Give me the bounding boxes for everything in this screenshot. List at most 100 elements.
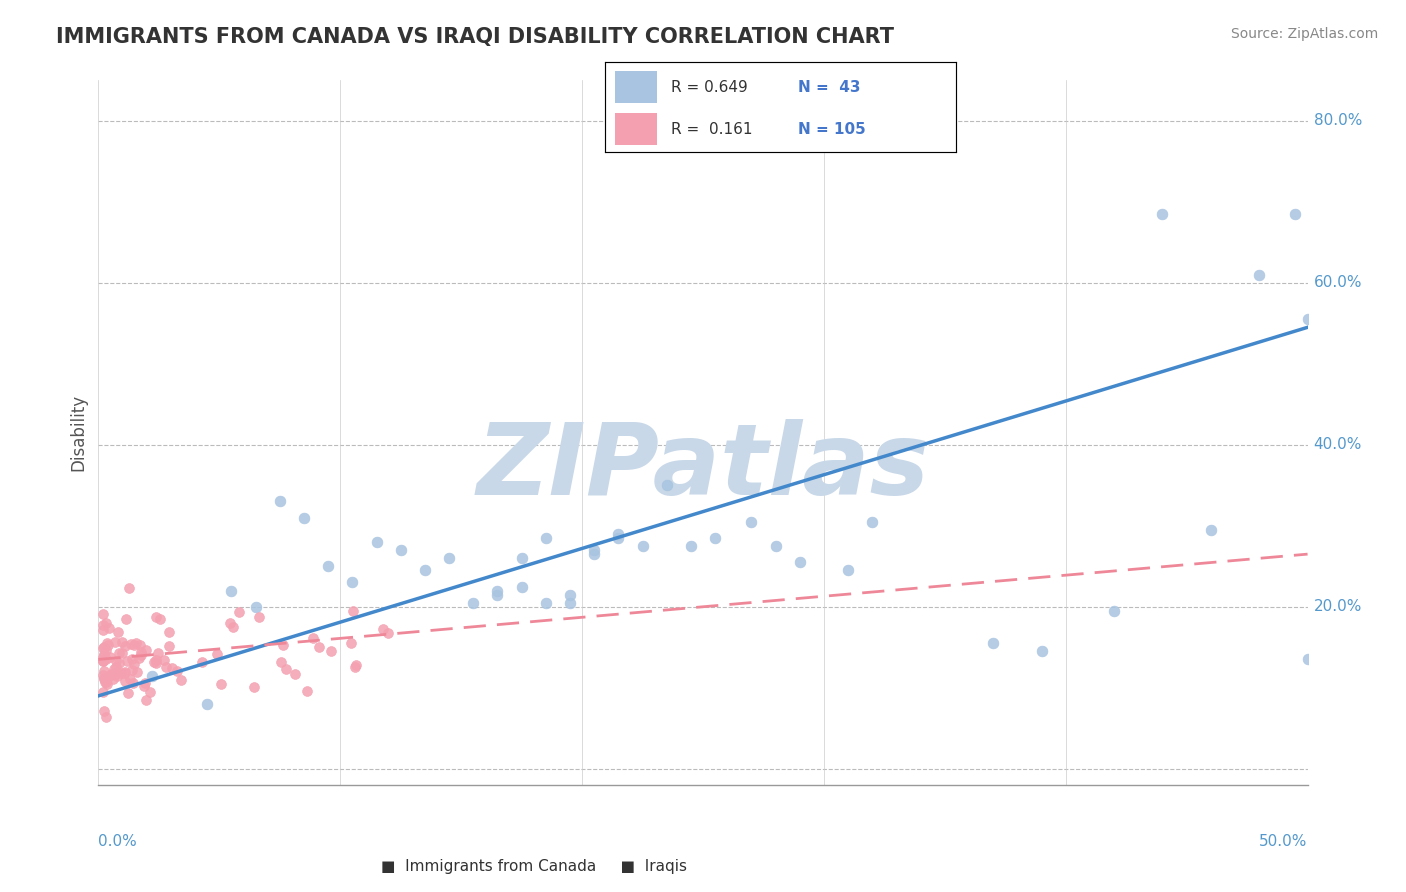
Point <box>118 672 141 686</box>
Point <box>93 650 115 665</box>
Point <box>245 599 267 614</box>
Point <box>128 638 150 652</box>
Point <box>94 675 117 690</box>
Point <box>1284 207 1306 221</box>
Point <box>1249 268 1271 282</box>
Point <box>105 660 128 674</box>
Point <box>209 677 232 691</box>
Point <box>273 638 295 652</box>
Point <box>94 616 117 631</box>
Point <box>1296 652 1319 666</box>
Point <box>125 636 148 650</box>
Point <box>342 604 364 618</box>
Point <box>122 675 145 690</box>
Point <box>114 674 136 689</box>
Point <box>510 551 533 566</box>
Point <box>129 645 152 659</box>
Point <box>121 651 143 665</box>
Point <box>366 535 388 549</box>
Point <box>111 646 134 660</box>
Point <box>134 676 156 690</box>
Point <box>486 583 509 598</box>
Point <box>139 685 162 699</box>
Point <box>97 669 120 683</box>
Point <box>94 643 117 657</box>
Point <box>97 621 120 635</box>
Point <box>486 588 509 602</box>
Point <box>112 665 135 680</box>
Point <box>166 664 188 678</box>
Point <box>115 654 138 668</box>
Point <box>96 710 118 724</box>
Point <box>157 639 180 653</box>
Point <box>94 652 117 666</box>
Point <box>740 515 762 529</box>
Point <box>583 543 606 558</box>
Point <box>91 607 114 621</box>
Point <box>789 555 811 569</box>
Point <box>108 656 131 670</box>
Point <box>655 478 678 492</box>
Point <box>110 665 132 680</box>
Point <box>98 650 121 665</box>
Point <box>191 656 214 670</box>
Point <box>125 665 148 679</box>
Point <box>704 531 727 545</box>
Point <box>631 539 654 553</box>
Point <box>218 615 240 630</box>
Point <box>128 650 150 665</box>
Text: 0.0%: 0.0% <box>98 834 138 849</box>
Text: N = 105: N = 105 <box>799 122 866 136</box>
Point <box>222 620 245 634</box>
Point <box>101 672 124 686</box>
Point <box>340 636 363 650</box>
Point <box>157 624 180 639</box>
Text: 60.0%: 60.0% <box>1313 276 1362 290</box>
FancyBboxPatch shape <box>616 71 658 103</box>
Point <box>91 653 114 667</box>
Point <box>837 563 859 577</box>
Point <box>91 640 114 655</box>
Point <box>129 648 152 663</box>
Text: ZIPatlas: ZIPatlas <box>477 419 929 516</box>
Text: Source: ZipAtlas.com: Source: ZipAtlas.com <box>1230 27 1378 41</box>
Point <box>343 660 366 674</box>
Point <box>148 646 170 660</box>
Point <box>1031 644 1053 658</box>
Text: 20.0%: 20.0% <box>1313 599 1362 615</box>
FancyBboxPatch shape <box>616 113 658 145</box>
Point <box>100 666 122 681</box>
Point <box>103 662 125 676</box>
Point <box>276 662 298 676</box>
Point <box>1102 604 1125 618</box>
Point <box>107 625 129 640</box>
Point <box>121 663 143 677</box>
Point <box>344 658 367 673</box>
Point <box>118 581 141 595</box>
Point <box>295 683 318 698</box>
Point <box>765 539 787 553</box>
Point <box>91 654 114 668</box>
Point <box>91 623 114 637</box>
Point <box>534 531 557 545</box>
Point <box>1296 312 1319 326</box>
Point <box>104 635 127 649</box>
Point <box>981 636 1004 650</box>
Point <box>93 640 115 654</box>
Point <box>607 531 630 545</box>
Point <box>107 669 129 683</box>
Point <box>153 653 176 667</box>
Point <box>93 704 115 718</box>
Point <box>141 668 163 682</box>
Point <box>342 575 364 590</box>
Point <box>122 638 145 652</box>
Point <box>1199 523 1222 537</box>
Point <box>437 551 460 566</box>
Y-axis label: Disability: Disability <box>69 394 87 471</box>
Point <box>108 646 131 660</box>
Point <box>94 675 117 690</box>
Point <box>149 611 172 625</box>
Point <box>91 668 114 682</box>
Point <box>91 618 114 632</box>
Point <box>111 635 134 649</box>
